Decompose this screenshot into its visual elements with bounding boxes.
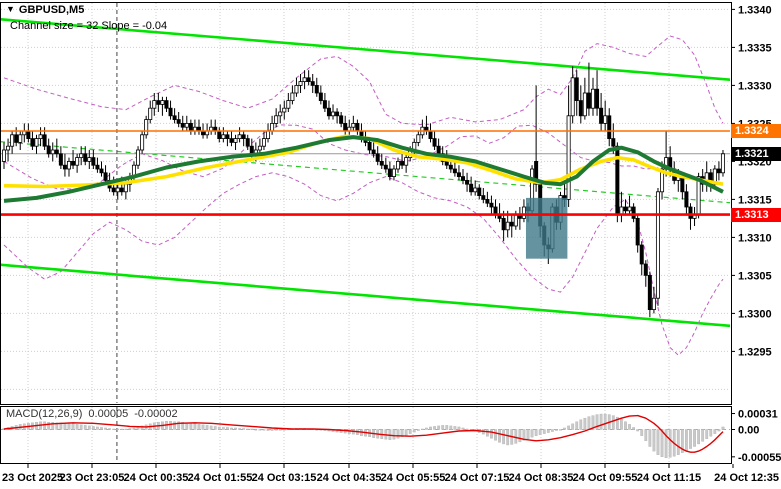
svg-text:24 Oct 07:15: 24 Oct 07:15 bbox=[445, 472, 510, 484]
svg-text:1.3335: 1.3335 bbox=[738, 42, 772, 54]
symbol-label: GBPUSD,M5 bbox=[18, 4, 85, 16]
svg-text:0.00: 0.00 bbox=[738, 425, 759, 437]
svg-text:1.3330: 1.3330 bbox=[738, 80, 772, 92]
svg-text:1.3310: 1.3310 bbox=[738, 232, 772, 244]
support-price-badge: 1.3313 bbox=[731, 208, 781, 222]
svg-text:24 Oct 12:35: 24 Oct 12:35 bbox=[714, 472, 779, 484]
svg-text:24 Oct 09:55: 24 Oct 09:55 bbox=[573, 472, 638, 484]
macd-indicator-label: MACD(12,26,9) 0.00005 -0.00002 bbox=[6, 408, 178, 420]
svg-text:1.3300: 1.3300 bbox=[738, 308, 772, 320]
chart-symbol-title: ▼ GBPUSD,M5 bbox=[6, 4, 84, 16]
macd-signal-line bbox=[3, 414, 724, 453]
resistance-price-badge: 1.3324 bbox=[731, 124, 781, 138]
svg-text:24 Oct 11:15: 24 Oct 11:15 bbox=[637, 472, 701, 484]
svg-text:24 Oct 01:55: 24 Oct 01:55 bbox=[188, 472, 253, 484]
current-price-badge: 1.3321 bbox=[731, 147, 781, 161]
svg-text:23 Oct 2025: 23 Oct 2025 bbox=[2, 472, 63, 484]
macd-signal-value: -0.00002 bbox=[134, 408, 178, 420]
highlight-zone-box[interactable] bbox=[525, 197, 568, 259]
svg-text:24 Oct 03:15: 24 Oct 03:15 bbox=[252, 472, 317, 484]
ma-slow-line bbox=[3, 135, 724, 203]
svg-text:1.3315: 1.3315 bbox=[738, 194, 772, 206]
main-panel-layer[interactable] bbox=[0, 3, 781, 403]
svg-text:24 Oct 00:35: 24 Oct 00:35 bbox=[124, 472, 189, 484]
macd-panel-frame bbox=[0, 406, 732, 464]
svg-text:24 Oct 04:35: 24 Oct 04:35 bbox=[317, 472, 382, 484]
svg-text:1.3340: 1.3340 bbox=[738, 4, 772, 16]
macd-name: MACD(12,26,9) bbox=[6, 408, 83, 420]
svg-text:1.3295: 1.3295 bbox=[738, 346, 772, 358]
svg-text:24 Oct 08:35: 24 Oct 08:35 bbox=[509, 472, 574, 484]
macd-axis[interactable]: 0.00031 0.00 -0.00055 bbox=[731, 409, 781, 464]
price-axis[interactable]: 1.33401.33351.33301.33251.33201.33151.33… bbox=[731, 4, 772, 358]
svg-text:1.3305: 1.3305 bbox=[738, 270, 772, 282]
svg-text:23 Oct 23:05: 23 Oct 23:05 bbox=[60, 472, 125, 484]
channel-info-label: Channel size = 32 Slope = -0.04 bbox=[10, 20, 168, 32]
candlestick-series bbox=[2, 62, 725, 318]
macd-main-value: 0.00005 bbox=[88, 408, 129, 420]
svg-text:-0.00055: -0.00055 bbox=[738, 452, 781, 464]
ma-fast-line bbox=[3, 134, 724, 189]
symbol-dropdown-icon[interactable]: ▼ bbox=[6, 4, 15, 14]
svg-text:0.00031: 0.00031 bbox=[738, 409, 778, 421]
main-panel-frame bbox=[0, 2, 732, 405]
macd-panel-layer[interactable] bbox=[1, 407, 730, 462]
svg-text:24 Oct 05:55: 24 Oct 05:55 bbox=[381, 472, 446, 484]
